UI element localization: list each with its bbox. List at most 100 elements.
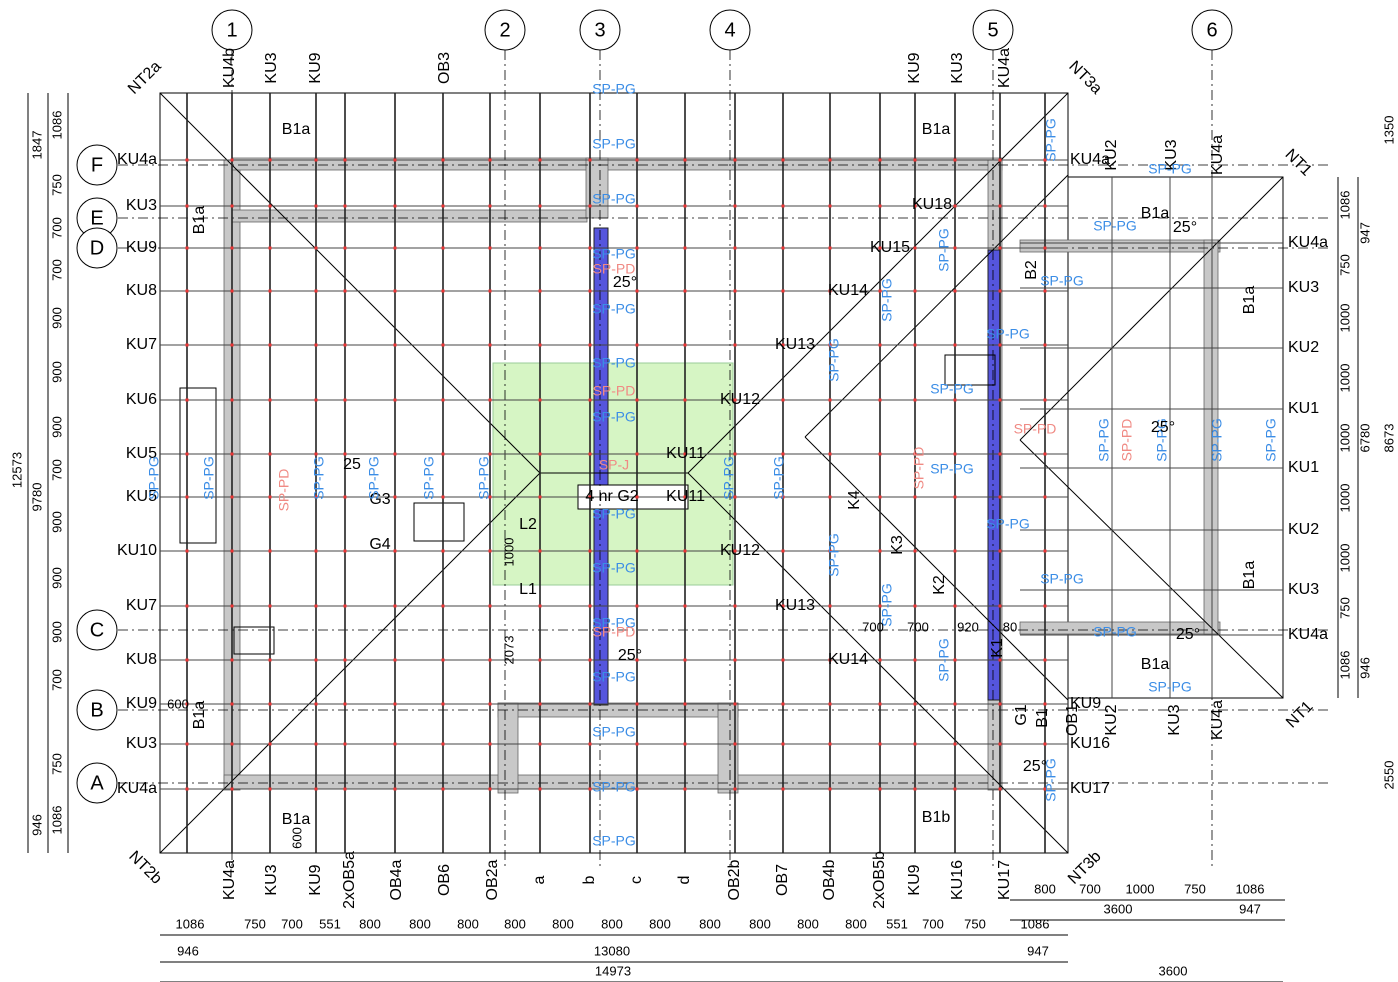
fixing — [953, 742, 957, 746]
fixing — [781, 702, 785, 706]
annotation: SP-PG — [826, 533, 842, 577]
fixing — [1043, 343, 1047, 347]
grid-column-label: 6 — [1206, 19, 1217, 41]
fixing — [268, 289, 272, 293]
fixing — [998, 604, 1002, 608]
annotation: SP-PG — [1043, 118, 1059, 162]
annotation: 25° — [1176, 626, 1200, 643]
fixing — [588, 742, 592, 746]
dimension: 900 — [49, 511, 64, 533]
fixing — [230, 289, 234, 293]
fixing — [878, 343, 882, 347]
dimension: 800 — [601, 916, 623, 931]
fixing — [314, 289, 318, 293]
fixing — [998, 658, 1002, 662]
fixing — [343, 658, 347, 662]
annex-outline — [1067, 176, 1284, 699]
grid-bubble — [211, 9, 253, 51]
fixing — [1043, 452, 1047, 456]
fixing — [998, 495, 1002, 499]
skylight — [233, 626, 275, 655]
fixing — [488, 495, 492, 499]
fixing — [230, 204, 234, 208]
fixing — [393, 158, 397, 162]
dimension: 900 — [49, 307, 64, 329]
dimension: 1086 — [1021, 916, 1050, 931]
fixing — [314, 246, 318, 250]
bottom-label: b — [581, 875, 598, 884]
dimension: 700 — [49, 669, 64, 691]
fixing — [635, 658, 639, 662]
fixing — [913, 204, 917, 208]
annex-label: KU4a — [1209, 135, 1226, 175]
fixing — [953, 289, 957, 293]
fixing — [538, 549, 542, 553]
fixing — [343, 742, 347, 746]
annotation: SP-PG — [366, 456, 382, 500]
fixing — [878, 549, 882, 553]
grid-bubble — [709, 9, 751, 51]
fixing — [913, 289, 917, 293]
fixing — [828, 343, 832, 347]
fixing — [488, 549, 492, 553]
fixing — [1043, 204, 1047, 208]
fixing — [588, 246, 592, 250]
right-label: KU12 — [720, 391, 760, 408]
fixing — [488, 604, 492, 608]
dimension: 1086 — [1337, 651, 1352, 680]
fixing — [441, 343, 445, 347]
fixing — [733, 742, 737, 746]
annotation: B1a — [1241, 286, 1258, 315]
fixing — [953, 452, 957, 456]
dimension: 750 — [49, 753, 64, 775]
fixing — [268, 742, 272, 746]
dimension: 1350 — [1381, 116, 1396, 145]
annotation: SP-PG — [771, 456, 787, 500]
dimension: 3600 — [1159, 963, 1188, 978]
annotation: SP-PG — [311, 456, 327, 500]
fixing — [1043, 398, 1047, 402]
right-label: KU13 — [775, 597, 815, 614]
annotation: 700 — [907, 619, 929, 634]
dimension: 700 — [281, 916, 303, 931]
fixing — [538, 787, 542, 791]
fixing — [230, 398, 234, 402]
hip-lines — [159, 92, 1284, 854]
annotation: SP-PG — [592, 81, 636, 97]
dimension: 750 — [1337, 254, 1352, 276]
grid-row-label: D — [90, 237, 104, 259]
valley-lines — [804, 174, 1069, 701]
dimension: 800 — [409, 916, 431, 931]
fixing — [635, 204, 639, 208]
annex-label: OB1 — [1064, 704, 1081, 736]
annotation: K4 — [846, 490, 863, 510]
bottom-label: a — [531, 875, 548, 884]
fixing — [1043, 495, 1047, 499]
fixing — [538, 289, 542, 293]
annotation: SP-PG — [986, 326, 1030, 342]
annotation: SP-PG — [592, 506, 636, 522]
fixing — [781, 604, 785, 608]
fixing — [635, 787, 639, 791]
corner-label: NT1 — [1283, 698, 1316, 731]
fixing — [230, 742, 234, 746]
dimension: 800 — [504, 916, 526, 931]
right-label: KU14 — [828, 651, 868, 668]
dimension: 1086 — [49, 111, 64, 140]
fixing — [538, 452, 542, 456]
fixing — [878, 787, 882, 791]
annotation: SP-PG — [986, 516, 1030, 532]
fixing — [441, 549, 445, 553]
fixing — [913, 549, 917, 553]
top-label: KU9 — [307, 52, 324, 83]
left-label: KU8 — [126, 651, 157, 668]
annotation: SP-PG — [592, 724, 636, 740]
fixing — [185, 604, 189, 608]
annex-label: KU1 — [1288, 400, 1319, 417]
skylight — [413, 502, 465, 542]
dimension: 900 — [49, 416, 64, 438]
dimension: 2550 — [1381, 761, 1396, 790]
dimension: 8673 — [1381, 424, 1396, 453]
right-label: KU13 — [775, 336, 815, 353]
